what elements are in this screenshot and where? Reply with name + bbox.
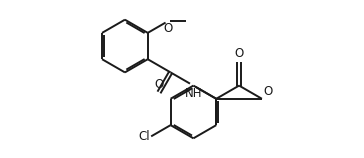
Text: O: O <box>234 48 244 61</box>
Text: NH: NH <box>185 87 202 100</box>
Text: O: O <box>154 78 163 91</box>
Text: O: O <box>264 85 273 97</box>
Text: O: O <box>163 22 173 35</box>
Text: Cl: Cl <box>139 130 150 143</box>
